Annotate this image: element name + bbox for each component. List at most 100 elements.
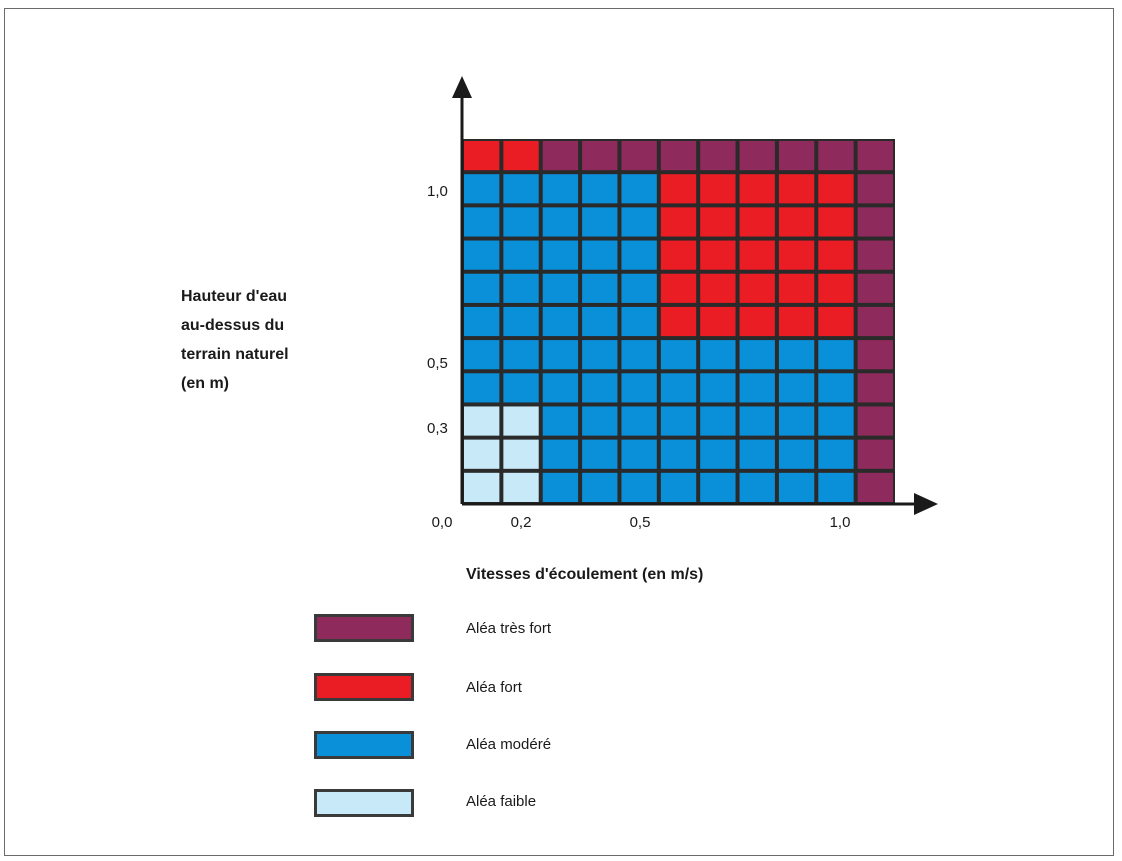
heatmap-cell-modere (778, 439, 815, 469)
heatmap-cell-tres-fort (700, 141, 736, 171)
heatmap-cell-tres-fort (621, 141, 657, 171)
heatmap-cell-faible (503, 472, 539, 502)
heatmap-cell-fort (778, 240, 815, 270)
x-tick-label: 1,0 (830, 514, 851, 531)
heatmap-cell-fort (818, 306, 854, 337)
heatmap-cell-modere (582, 406, 618, 436)
heatmap-cell-tres-fort (857, 340, 893, 370)
heatmap-cell-faible (464, 472, 500, 502)
heatmap-cell-modere (621, 439, 657, 469)
heatmap-cell-modere (621, 174, 657, 204)
heatmap-cell-modere (660, 472, 697, 502)
heatmap-cell-modere (464, 174, 500, 204)
heatmap-cell-modere (464, 373, 500, 403)
legend-swatch-fort (314, 673, 414, 701)
heatmap-cell-fort (778, 273, 815, 303)
heatmap-cell-fort (660, 240, 697, 270)
heatmap-cell-modere (542, 373, 579, 403)
y-axis-label-line: (en m) (181, 375, 229, 392)
legend-label-modere: Aléa modéré (466, 736, 552, 753)
heatmap-cell-modere (778, 340, 815, 370)
heatmap-cell-fort (818, 240, 854, 270)
heatmap-cell-modere (464, 306, 500, 337)
heatmap-cell-tres-fort (660, 141, 697, 171)
heatmap-cell-modere (503, 273, 539, 303)
heatmap-cell-fort (739, 306, 775, 337)
legend-swatch-tres-fort (314, 614, 414, 642)
figure-frame (4, 8, 1114, 856)
heatmap-cell-modere (542, 240, 579, 270)
heatmap-cell-modere (542, 439, 579, 469)
heatmap-cell-tres-fort (778, 141, 815, 171)
heatmap-cell-modere (700, 340, 736, 370)
heatmap-cell-fort (503, 141, 539, 171)
x-tick-label: 0,0 (432, 514, 453, 531)
heatmap-cell-modere (778, 373, 815, 403)
heatmap-cell-modere (700, 406, 736, 436)
heatmap-cell-modere (582, 340, 618, 370)
heatmap-cell-modere (700, 373, 736, 403)
heatmap-cell-fort (739, 240, 775, 270)
heatmap-cell-fort (818, 207, 854, 237)
heatmap-cell-modere (818, 406, 854, 436)
heatmap-cell-modere (739, 472, 775, 502)
heatmap-cell-fort (818, 273, 854, 303)
heatmap-cell-modere (464, 340, 500, 370)
heatmap-cell-tres-fort (857, 207, 893, 237)
heatmap-cell-fort (700, 174, 736, 204)
heatmap-cell-fort (700, 240, 736, 270)
heatmap-cell-modere (739, 373, 775, 403)
heatmap-cell-modere (621, 340, 657, 370)
heatmap-cell-faible (503, 439, 539, 469)
heatmap-cell-tres-fort (542, 141, 579, 171)
heatmap-cell-modere (542, 306, 579, 337)
heatmap-cell-modere (660, 406, 697, 436)
heatmap-cell-modere (778, 406, 815, 436)
heatmap-cell-modere (582, 306, 618, 337)
legend-swatch-faible (314, 789, 414, 817)
heatmap-cell-fort (700, 207, 736, 237)
y-axis-arrow-icon (452, 76, 472, 98)
legend-swatch-modere (314, 731, 414, 759)
heatmap-cell-modere (464, 240, 500, 270)
heatmap-cell-modere (503, 373, 539, 403)
heatmap-cell-fort (778, 207, 815, 237)
heatmap-cell-fort (660, 174, 697, 204)
heatmap-cell-faible (503, 406, 539, 436)
heatmap-cell-modere (582, 240, 618, 270)
x-axis-arrow-icon (914, 493, 938, 515)
heatmap-cell-modere (621, 273, 657, 303)
heatmap-cell-modere (503, 207, 539, 237)
heatmap-cell-fort (778, 306, 815, 337)
heatmap-cell-modere (778, 472, 815, 502)
heatmap-cell-modere (818, 373, 854, 403)
heatmap-cell-faible (464, 406, 500, 436)
heatmap-cell-tres-fort (818, 141, 854, 171)
heatmap-cell-modere (542, 406, 579, 436)
heatmap-cell-fort (660, 306, 697, 337)
heatmap-cell-modere (621, 240, 657, 270)
heatmap-cell-tres-fort (857, 406, 893, 436)
heatmap-cell-modere (660, 340, 697, 370)
heatmap-cell-modere (582, 174, 618, 204)
y-axis-label-line: Hauteur d'eau (181, 288, 288, 305)
heatmap-cell-modere (700, 439, 736, 469)
heatmap-cell-modere (739, 439, 775, 469)
legend-label-tres-fort: Aléa très fort (466, 620, 552, 637)
heatmap-cell-modere (739, 406, 775, 436)
heatmap-cell-modere (660, 373, 697, 403)
heatmap-cell-fort (778, 174, 815, 204)
heatmap-cell-modere (621, 373, 657, 403)
heatmap-cell-fort (818, 174, 854, 204)
heatmap-cell-tres-fort (857, 240, 893, 270)
heatmap-cell-modere (503, 174, 539, 204)
heatmap-cell-modere (818, 472, 854, 502)
heatmap-cell-modere (582, 207, 618, 237)
legend-label-faible: Aléa faible (466, 793, 537, 810)
heatmap-cell-modere (464, 207, 500, 237)
legend-label-fort: Aléa fort (466, 679, 522, 696)
heatmap-cell-modere (818, 340, 854, 370)
heatmap-cell-tres-fort (857, 141, 893, 171)
heatmap-cell-modere (582, 273, 618, 303)
